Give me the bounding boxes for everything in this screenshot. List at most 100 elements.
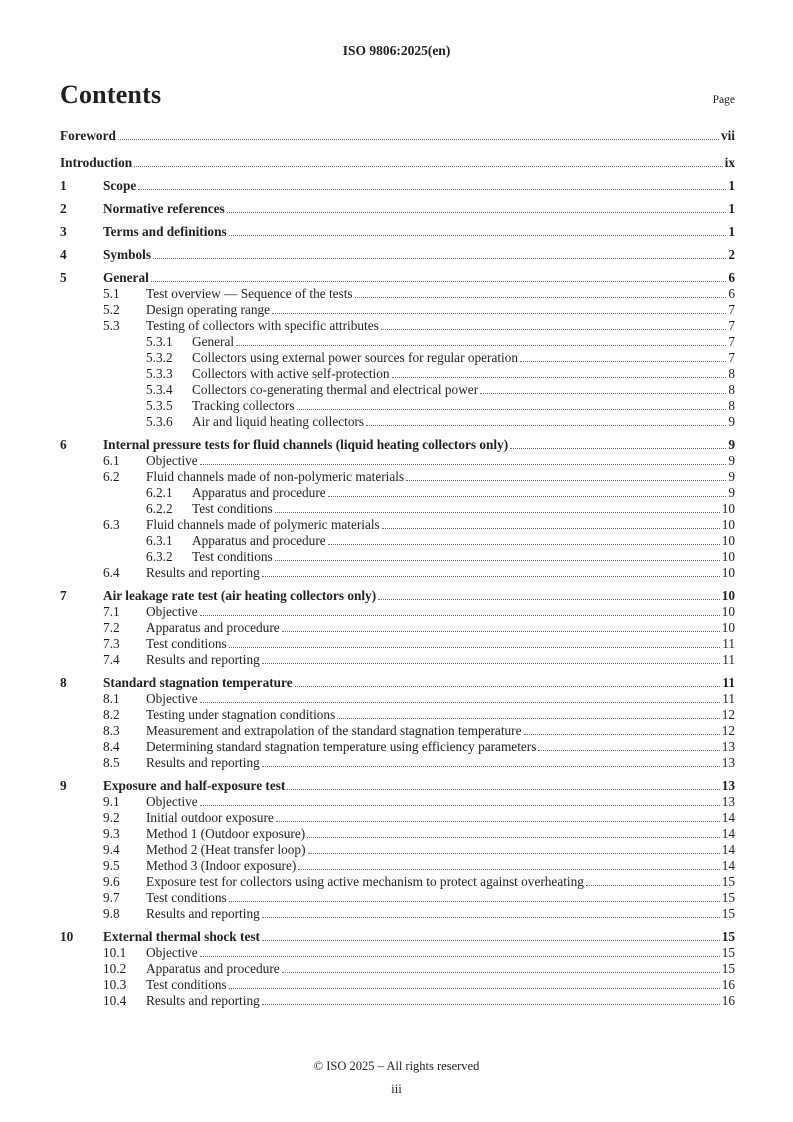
dot-leader bbox=[391, 375, 727, 378]
footer-page-number: iii bbox=[391, 1081, 402, 1096]
toc-entry[interactable]: 5.3.6 Air and liquid heating collectors 9 bbox=[60, 414, 735, 430]
toc-entry[interactable]: 10 External thermal shock test 15 bbox=[60, 929, 735, 945]
toc-entry[interactable]: 5 General 6 bbox=[60, 270, 735, 286]
toc-entry[interactable]: 9.8 Results and reporting 15 bbox=[60, 906, 735, 922]
toc-entry[interactable]: 5.3 Testing of collectors with specific a… bbox=[60, 318, 735, 334]
dot-leader bbox=[199, 462, 727, 465]
toc-entry-page: 14 bbox=[721, 826, 735, 841]
toc-entry-page: 15 bbox=[721, 945, 735, 960]
toc-entry-title: Method 1 (Outdoor exposure) bbox=[146, 826, 306, 841]
dot-leader bbox=[327, 494, 727, 497]
toc-entry-number: 10.2 bbox=[103, 961, 127, 976]
toc-entry[interactable]: 5.1 Test overview — Sequence of the tests… bbox=[60, 286, 735, 302]
toc-entry[interactable]: 6.2.1 Apparatus and procedure 9 bbox=[60, 485, 735, 501]
toc-entry[interactable]: 5.3.3 Collectors with active self-protect… bbox=[60, 366, 735, 382]
toc-entry-title: Results and reporting bbox=[146, 906, 260, 921]
dot-leader bbox=[337, 716, 720, 719]
toc-entry-title: Objective bbox=[146, 945, 198, 960]
dot-leader bbox=[287, 787, 720, 790]
toc-entry-page: 10 bbox=[721, 588, 735, 603]
toc-entry-page: 13 bbox=[721, 739, 735, 754]
toc-entry-number: 9.2 bbox=[103, 810, 120, 825]
toc-entry[interactable]: 5.3.1 General 7 bbox=[60, 334, 735, 350]
toc-entry-page: 1 bbox=[728, 178, 735, 193]
toc-entry[interactable]: 9.2 Initial outdoor exposure 14 bbox=[60, 810, 735, 826]
toc-entry[interactable]: 7.1 Objective 10 bbox=[60, 604, 735, 620]
toc-entry-page: 11 bbox=[722, 636, 735, 651]
toc-entry[interactable]: 5.2 Design operating range 7 bbox=[60, 302, 735, 318]
toc-entry-page: 12 bbox=[721, 707, 735, 722]
toc-entry[interactable]: 4 Symbols 2 bbox=[60, 247, 735, 263]
toc-entry-number: 8.3 bbox=[103, 723, 120, 738]
toc-entry-page: 9 bbox=[728, 485, 735, 500]
toc-entry[interactable]: 9.1 Objective 13 bbox=[60, 794, 735, 810]
toc-entry-title: Apparatus and procedure bbox=[146, 961, 280, 976]
toc-entry[interactable]: 8.5 Results and reporting 13 bbox=[60, 755, 735, 771]
toc-entry[interactable]: 6.4 Results and reporting 10 bbox=[60, 565, 735, 581]
toc-entry[interactable]: 8.1 Objective 11 bbox=[60, 691, 735, 707]
toc-entry-number: 9 bbox=[60, 778, 67, 793]
toc-entry-page: 7 bbox=[728, 350, 735, 365]
toc-entry[interactable]: 6.1 Objective 9 bbox=[60, 453, 735, 469]
dot-leader bbox=[296, 407, 727, 410]
toc-entry-page: 9 bbox=[728, 469, 735, 484]
toc-entry[interactable]: 6 Internal pressure tests for fluid chann… bbox=[60, 437, 735, 453]
toc-entry-number: 9.3 bbox=[103, 826, 120, 841]
toc-entry[interactable]: 7.3 Test conditions 11 bbox=[60, 636, 735, 652]
toc-entry[interactable]: Introduction ix bbox=[60, 155, 735, 171]
toc-entry-page: 15 bbox=[721, 874, 735, 889]
toc-entry-number: 8 bbox=[60, 675, 67, 690]
toc-entry[interactable]: 10.1 Objective 15 bbox=[60, 945, 735, 961]
toc-entry[interactable]: 6.2 Fluid channels made of non-polymeric … bbox=[60, 469, 735, 485]
toc-entry[interactable]: 5.3.5 Tracking collectors 8 bbox=[60, 398, 735, 414]
toc-entry[interactable]: 7.2 Apparatus and procedure 10 bbox=[60, 620, 735, 636]
toc-entry-title: Design operating range bbox=[146, 302, 271, 317]
toc-entry-number: 9.1 bbox=[103, 794, 120, 809]
toc-entry-number: 7.3 bbox=[103, 636, 120, 651]
dot-leader bbox=[480, 391, 727, 394]
dot-leader bbox=[236, 343, 727, 346]
dot-leader bbox=[153, 256, 727, 259]
toc-entry-number: 6.1 bbox=[103, 453, 120, 468]
toc-entry-number: 5.2 bbox=[103, 302, 120, 317]
toc-entry[interactable]: 9.3 Method 1 (Outdoor exposure) 14 bbox=[60, 826, 735, 842]
dot-leader bbox=[261, 661, 721, 664]
toc-entry-page: 16 bbox=[721, 977, 735, 992]
toc-entry[interactable]: 8.2 Testing under stagnation conditions 12 bbox=[60, 707, 735, 723]
toc-entry[interactable]: 9.4 Method 2 (Heat transfer loop) 14 bbox=[60, 842, 735, 858]
toc-entry[interactable]: 7.4 Results and reporting 11 bbox=[60, 652, 735, 668]
toc-entry-page: 7 bbox=[728, 318, 735, 333]
toc-entry[interactable]: 8.4 Determining standard stagnation tempe… bbox=[60, 739, 735, 755]
dot-leader bbox=[538, 748, 720, 751]
toc-entry[interactable]: 9 Exposure and half-exposure test 13 bbox=[60, 778, 735, 794]
toc-entry[interactable]: 2 Normative references 1 bbox=[60, 201, 735, 217]
dot-leader bbox=[199, 613, 720, 616]
toc-entry[interactable]: 10.4 Results and reporting 16 bbox=[60, 993, 735, 1009]
toc-entry[interactable]: 3 Terms and definitions 1 bbox=[60, 224, 735, 240]
toc-entry[interactable]: 6.3 Fluid channels made of polymeric mate… bbox=[60, 517, 735, 533]
toc-entry[interactable]: 6.3.2 Test conditions 10 bbox=[60, 549, 735, 565]
toc-entry[interactable]: 10.2 Apparatus and procedure 15 bbox=[60, 961, 735, 977]
toc-entry-number: 5.3.6 bbox=[146, 414, 173, 429]
toc-entry[interactable]: 1 Scope 1 bbox=[60, 178, 735, 194]
toc-entry[interactable]: Foreword vii bbox=[60, 128, 735, 144]
toc-entry-page: 10 bbox=[721, 565, 735, 580]
toc-entry[interactable]: 5.3.4 Collectors co-generating thermal an… bbox=[60, 382, 735, 398]
toc-entry[interactable]: 10.3 Test conditions 16 bbox=[60, 977, 735, 993]
toc-entry[interactable]: 8 Standard stagnation temperature 11 bbox=[60, 675, 735, 691]
toc-entry-page: 12 bbox=[721, 723, 735, 738]
toc-entry[interactable]: 9.5 Method 3 (Indoor exposure) 14 bbox=[60, 858, 735, 874]
toc-entry[interactable]: 7 Air leakage rate test (air heating coll… bbox=[60, 588, 735, 604]
toc-entry[interactable]: 9.6 Exposure test for collectors using ac… bbox=[60, 874, 735, 890]
toc-entry[interactable]: 8.3 Measurement and extrapolation of the … bbox=[60, 723, 735, 739]
toc-entry[interactable]: 6.3.1 Apparatus and procedure 10 bbox=[60, 533, 735, 549]
dot-leader bbox=[261, 574, 720, 577]
toc-entry-number: 6.4 bbox=[103, 565, 120, 580]
toc-entry-title: Exposure test for collectors using activ… bbox=[146, 874, 584, 889]
toc-entry[interactable]: 6.2.2 Test conditions 10 bbox=[60, 501, 735, 517]
toc-entry[interactable]: 5.3.2 Collectors using external power sou… bbox=[60, 350, 735, 366]
toc-entry[interactable]: 9.7 Test conditions 15 bbox=[60, 890, 735, 906]
dot-leader bbox=[327, 542, 720, 545]
toc-entry-title: Fluid channels made of non-polymeric mat… bbox=[146, 469, 405, 484]
